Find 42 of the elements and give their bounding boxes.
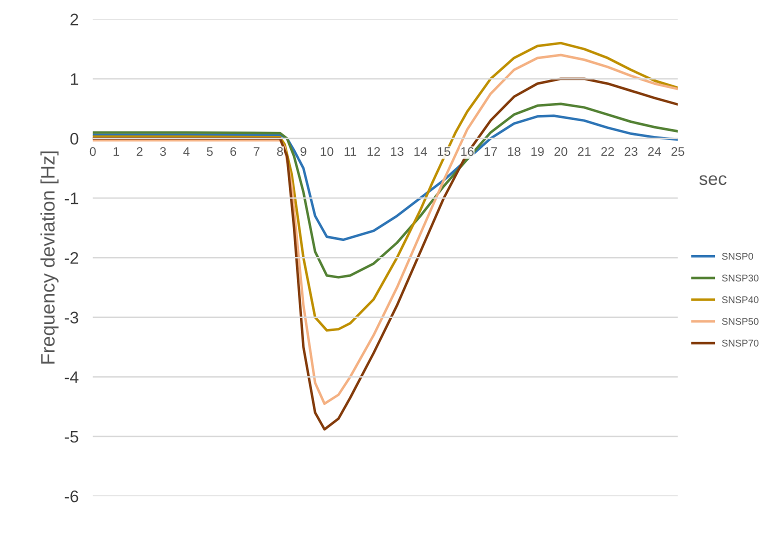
x-tick-label: 7 [254, 147, 260, 156]
x-tick-label: 8 [277, 147, 283, 156]
x-tick-label: 0 [90, 147, 96, 156]
x-tick-label: 24 [648, 147, 662, 156]
y-tick-label: -2 [64, 252, 78, 264]
x-tick-label: 17 [484, 147, 497, 156]
x-tick-label: 11 [344, 147, 356, 156]
x-tick-label: 9 [300, 147, 306, 156]
x-tick-label: 1 [114, 147, 120, 156]
y-tick-label: -5 [64, 431, 78, 443]
x-tick-label: 2 [136, 147, 142, 156]
x-tick-label: 3 [160, 147, 166, 156]
legend-label: SNSP0 [722, 252, 754, 260]
y-tick-label: 2 [70, 14, 78, 26]
x-tick-label: 19 [531, 147, 544, 156]
x-tick-label: 22 [601, 147, 614, 156]
y-tick-label: -3 [64, 312, 78, 324]
x-tick-label: 13 [391, 147, 404, 156]
x-tick-label: 16 [461, 147, 474, 156]
legend-label: SNSP40 [722, 296, 758, 304]
x-tick-label: 20 [554, 147, 568, 156]
y-tick-label: -1 [64, 192, 78, 204]
x-tick-label: 23 [624, 147, 638, 156]
x-tick-label: 12 [368, 147, 380, 156]
x-axis-title: sec [699, 175, 726, 186]
legend-label: SNSP50 [722, 318, 758, 325]
legend-label: SNSP30 [722, 274, 758, 282]
x-tick-label: 25 [672, 147, 684, 156]
legend-label: SNSP70 [722, 340, 758, 347]
x-tick-label: 18 [508, 147, 520, 156]
x-tick-label: 15 [438, 147, 450, 156]
x-tick-label: 14 [414, 147, 428, 156]
y-axis-title: Frequency deviation [Hz] [40, 151, 59, 364]
y-tick-label: 0 [70, 132, 78, 145]
x-tick-label: 5 [206, 147, 213, 156]
y-tick-label: -4 [64, 371, 78, 383]
y-tick-label: 1 [70, 73, 78, 85]
y-tick-label: -6 [64, 490, 78, 502]
x-tick-label: 10 [320, 147, 334, 156]
x-tick-label: 6 [230, 147, 236, 156]
x-tick-label: 4 [183, 147, 190, 156]
x-tick-label: 21 [578, 147, 591, 156]
